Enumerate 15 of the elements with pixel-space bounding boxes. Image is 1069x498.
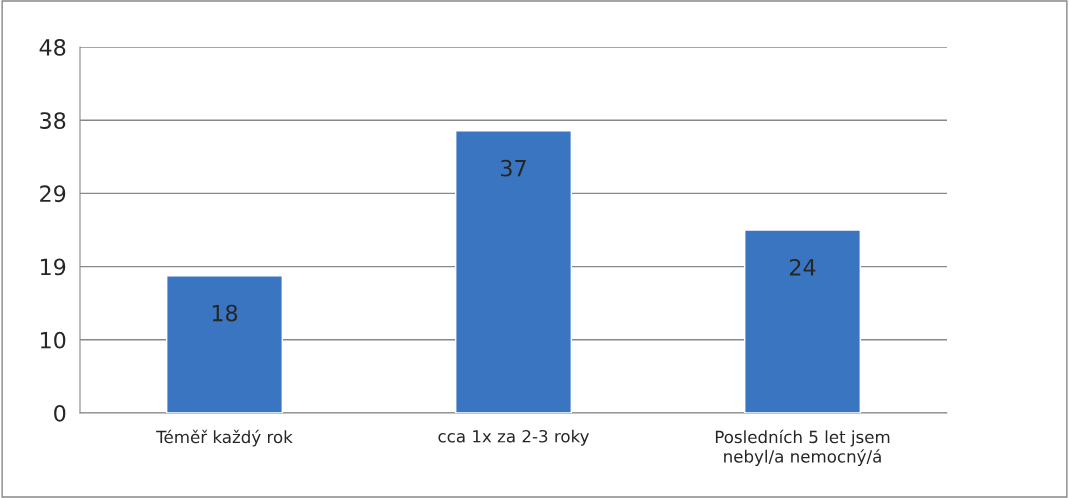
y-tick-label: 29 bbox=[40, 185, 66, 203]
y-tick-label: 19 bbox=[40, 258, 66, 276]
y-tick-label: 38 bbox=[40, 112, 66, 129]
bar bbox=[455, 130, 572, 413]
y-tick-label: 0 bbox=[54, 404, 66, 422]
x-tick-label: Téměř každý rok bbox=[156, 429, 293, 447]
bar bbox=[744, 229, 861, 413]
data-label: 37 bbox=[501, 159, 526, 177]
y-tick-label: 48 bbox=[39, 38, 66, 56]
bar bbox=[166, 275, 283, 413]
x-tick-label: cca 1x za 2-3 roky bbox=[438, 429, 589, 446]
y-tick-label: 10 bbox=[40, 331, 66, 349]
data-label: 18 bbox=[212, 304, 238, 322]
x-tick-label: Posledních 5 let jsem nebyl/a nemocný/á bbox=[715, 429, 890, 466]
data-label: 24 bbox=[789, 258, 816, 276]
